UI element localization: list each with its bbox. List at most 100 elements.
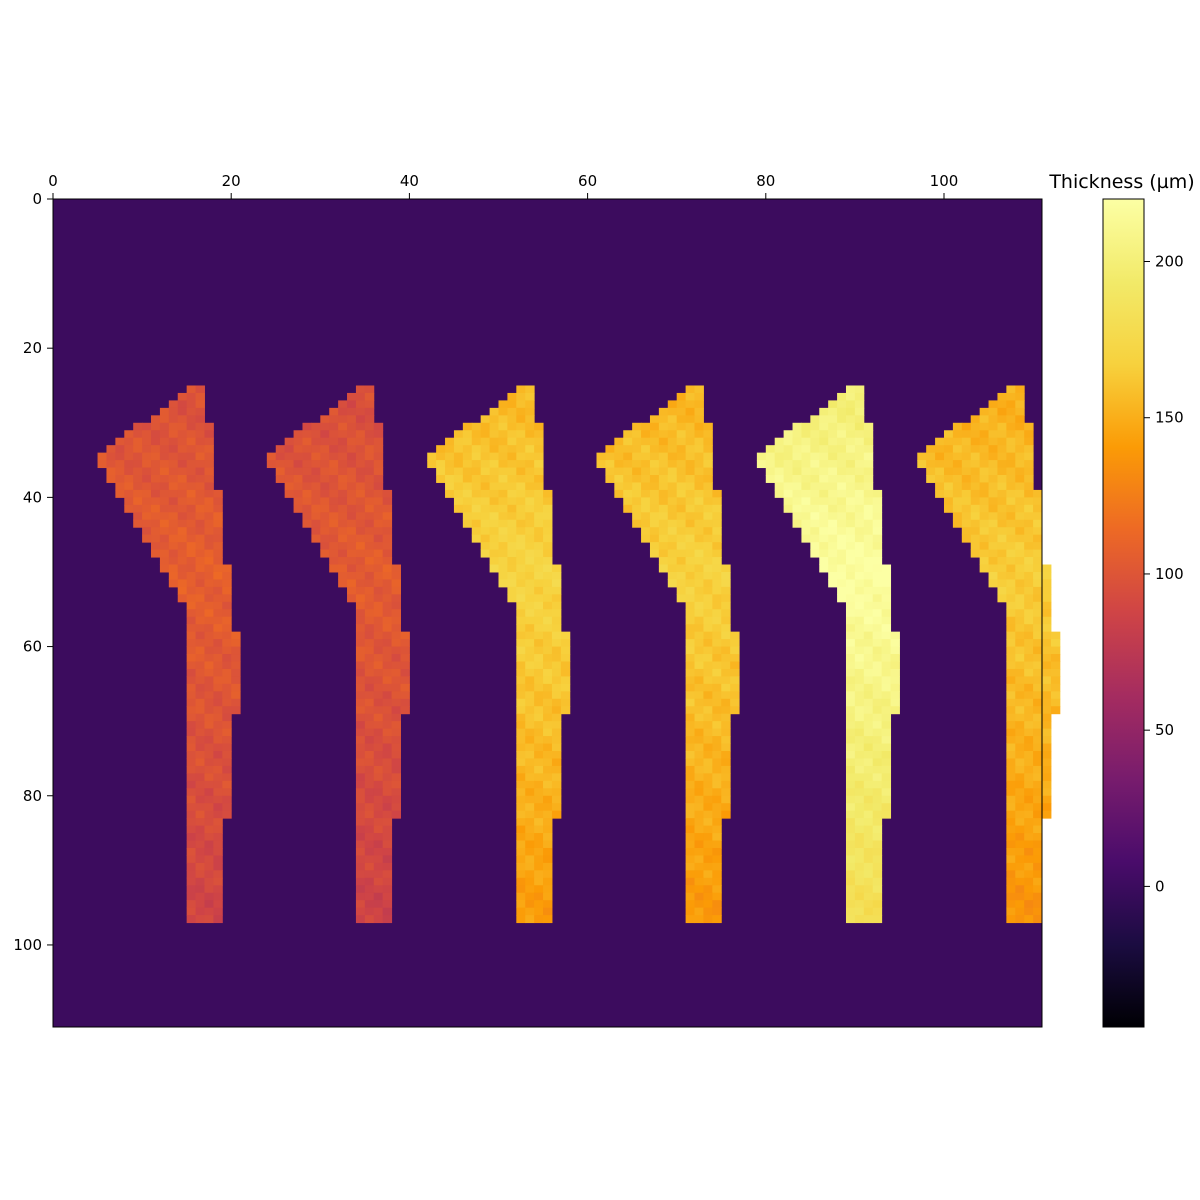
heatmap-cell xyxy=(186,691,197,700)
heatmap-cell xyxy=(311,489,321,498)
heatmap-cell xyxy=(703,900,713,909)
heatmap-cell xyxy=(783,497,794,506)
heatmap-cell xyxy=(649,437,660,446)
heatmap-cell xyxy=(863,460,874,469)
heatmap-cell xyxy=(462,489,473,498)
heatmap-cell xyxy=(1015,721,1025,730)
heatmap-cell xyxy=(1024,624,1034,633)
heatmap-cell xyxy=(997,407,1007,416)
heatmap-cell xyxy=(382,885,393,894)
heatmap-cell xyxy=(854,825,865,834)
heatmap-cell xyxy=(1033,668,1043,677)
heatmap-cell xyxy=(863,810,874,819)
heatmap-cell xyxy=(338,571,348,580)
heatmap-cell xyxy=(204,564,214,573)
heatmap-cell xyxy=(845,460,856,469)
heatmap-cell xyxy=(694,579,704,588)
heatmap-cell xyxy=(355,698,366,707)
heatmap-cell xyxy=(302,504,312,513)
heatmap-cell xyxy=(498,571,508,580)
heatmap-cell xyxy=(222,683,232,692)
heatmap-cell xyxy=(507,594,517,603)
heatmap-cell xyxy=(1042,765,1052,774)
heatmap-cell xyxy=(854,639,865,648)
heatmap-cell xyxy=(926,452,936,461)
heatmap-cell xyxy=(837,400,847,409)
heatmap-cell xyxy=(854,885,865,894)
heatmap-cell xyxy=(1015,833,1025,842)
heatmap-cell xyxy=(373,676,384,685)
heatmap-cell xyxy=(168,437,179,446)
heatmap-cell xyxy=(177,586,188,595)
heatmap-cell xyxy=(854,758,865,767)
heatmap-cell xyxy=(997,542,1007,551)
x-tick-label: 60 xyxy=(578,172,597,190)
heatmap-cell xyxy=(168,422,179,431)
heatmap-cell xyxy=(204,489,214,498)
heatmap-cell xyxy=(124,497,134,506)
heatmap-cell xyxy=(863,698,874,707)
heatmap-cell xyxy=(1024,497,1034,506)
heatmap-cell xyxy=(721,616,731,625)
heatmap-cell xyxy=(142,422,152,431)
heatmap-cell xyxy=(507,467,517,476)
heatmap-cell xyxy=(685,586,696,595)
heatmap-cell xyxy=(347,557,357,566)
heatmap-cell xyxy=(516,445,526,454)
heatmap-cell xyxy=(302,519,312,528)
heatmap-cell xyxy=(961,475,972,483)
heatmap-cell xyxy=(543,877,553,886)
heatmap-cell xyxy=(845,616,856,625)
heatmap-cell xyxy=(721,691,731,700)
heatmap-cell xyxy=(649,542,660,551)
heatmap-cell xyxy=(347,445,357,454)
heatmap-cell xyxy=(115,460,125,469)
heatmap-cell xyxy=(828,542,838,551)
heatmap-cell xyxy=(685,564,696,573)
heatmap-cell xyxy=(845,780,856,789)
heatmap-cell xyxy=(222,706,232,715)
heatmap-cell xyxy=(881,713,892,722)
heatmap-cell xyxy=(516,803,526,812)
heatmap-cell xyxy=(685,482,696,491)
heatmap-cell xyxy=(195,743,205,752)
heatmap-cell xyxy=(632,482,642,491)
heatmap-cell xyxy=(151,415,161,424)
heatmap-cell xyxy=(373,810,384,819)
heatmap-cell xyxy=(694,907,704,916)
heatmap-cell xyxy=(311,452,321,461)
heatmap-cell xyxy=(543,780,553,789)
heatmap-cell xyxy=(213,840,223,849)
heatmap-cell xyxy=(854,527,865,536)
heatmap-cell xyxy=(471,437,482,446)
heatmap-cell xyxy=(1015,475,1025,483)
heatmap-cell xyxy=(783,467,794,476)
heatmap-cell xyxy=(837,445,847,454)
heatmap-cell xyxy=(453,467,464,476)
heatmap-cell xyxy=(845,400,856,409)
heatmap-cell xyxy=(649,519,660,528)
heatmap-cell xyxy=(525,504,535,513)
heatmap-cell xyxy=(507,400,517,409)
heatmap-cell xyxy=(872,668,883,677)
heatmap-cell xyxy=(355,460,366,469)
heatmap-cell xyxy=(204,803,214,812)
heatmap-cell xyxy=(685,676,696,685)
heatmap-cell xyxy=(721,765,731,774)
heatmap-cell xyxy=(703,907,713,916)
heatmap-cell xyxy=(1033,564,1043,573)
heatmap-cell xyxy=(703,728,713,737)
heatmap-cell xyxy=(543,862,553,871)
heatmap-cell xyxy=(676,497,687,506)
heatmap-cell xyxy=(311,534,321,543)
heatmap-cell xyxy=(355,392,366,401)
heatmap-cell xyxy=(525,542,535,551)
heatmap-cell xyxy=(222,668,232,677)
heatmap-cell xyxy=(863,534,874,543)
heatmap-cell xyxy=(534,691,544,700)
y-tick-label: 40 xyxy=(23,488,42,506)
heatmap-cell xyxy=(1024,542,1034,551)
heatmap-cell xyxy=(195,683,205,692)
heatmap-cell xyxy=(551,601,562,610)
heatmap-cell xyxy=(721,579,731,588)
